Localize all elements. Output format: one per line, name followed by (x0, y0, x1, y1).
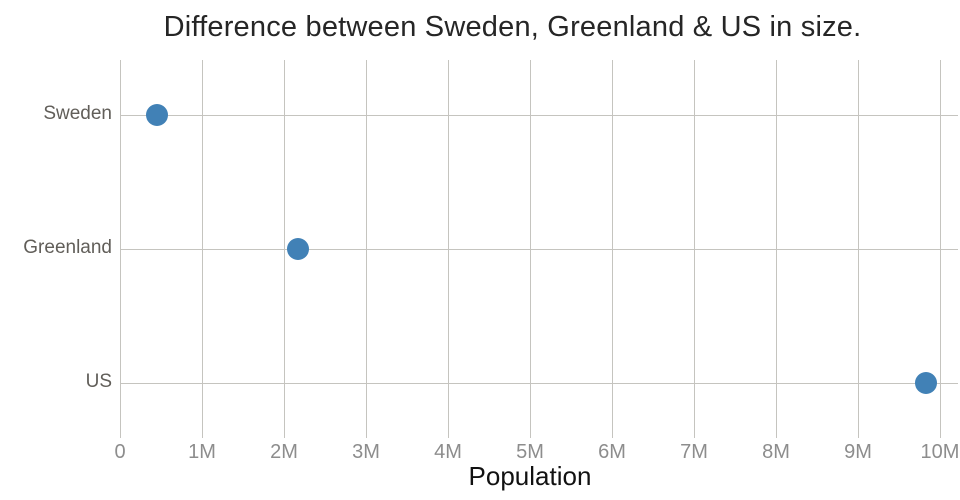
y-gridline (120, 383, 958, 384)
x-tick-label: 2M (270, 441, 298, 463)
x-tick-label: 10M (920, 441, 960, 463)
data-point (286, 238, 309, 260)
y-category-label: US (85, 371, 112, 392)
x-tick-label: 0 (114, 441, 126, 463)
chart-title: Difference between Sweden, Greenland & U… (163, 11, 862, 43)
y-category-label: Sweden (43, 103, 112, 124)
x-tick-label: 6M (598, 441, 626, 463)
x-tick-label: 5M (516, 441, 544, 463)
x-tick-label: 7M (680, 441, 708, 463)
x-axis-title: Population (468, 461, 592, 491)
x-tick-label: 3M (352, 441, 380, 463)
y-category-label: Greenland (23, 237, 112, 258)
y-gridline (120, 249, 958, 250)
x-tick-label: 1M (188, 441, 216, 463)
x-tick-label: 4M (434, 441, 462, 463)
y-gridline (120, 115, 958, 116)
data-point (915, 372, 938, 394)
x-tick-label: 9M (844, 441, 872, 463)
plot-area (120, 60, 958, 438)
x-tick-label: 8M (762, 441, 790, 463)
data-point (145, 104, 168, 126)
